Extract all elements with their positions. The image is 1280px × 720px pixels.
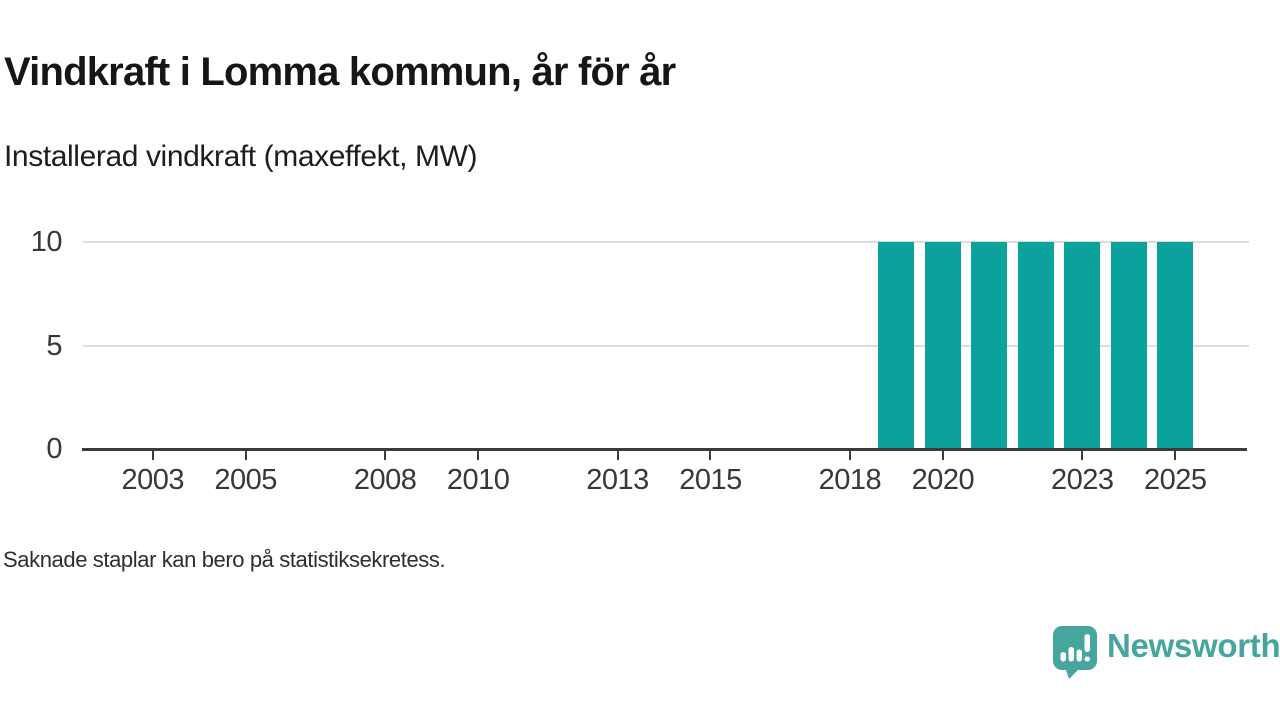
gridline-y5 [83, 344, 1249, 347]
x-axis-label-2015: 2015 [679, 464, 742, 496]
gridline-y10 [83, 241, 1249, 243]
footnote: Saknade staplar kan bero på statistiksek… [3, 547, 446, 572]
newsworthy-logo: Newsworthy [1053, 626, 1280, 682]
bar-2024 [1110, 242, 1147, 450]
x-axis-line [82, 448, 1247, 451]
page-title: Vindkraft i Lomma kommun, år för år [4, 50, 676, 94]
x-tick-2008 [384, 451, 387, 460]
x-axis-label-2025: 2025 [1144, 464, 1207, 496]
x-tick-2018 [848, 451, 851, 460]
x-tick-2005 [244, 451, 247, 460]
bar-2021 [971, 242, 1008, 450]
newsworthy-wordmark: Newsworthy [1107, 627, 1280, 664]
newsworthy-bar-chart-bubble-icon [1053, 626, 1097, 679]
x-tick-2023 [1081, 451, 1084, 460]
x-axis-label-2023: 2023 [1051, 464, 1114, 496]
x-axis-label-2018: 2018 [818, 464, 882, 496]
x-tick-2020 [941, 451, 944, 460]
bar-2022 [1017, 242, 1054, 450]
x-axis-label-2008: 2008 [353, 464, 417, 496]
bar-2020 [924, 242, 961, 450]
x-tick-2015 [709, 451, 712, 460]
y-axis-label-0: 0 [46, 433, 62, 465]
y-axis-label-5: 5 [46, 329, 62, 362]
bar-2025 [1157, 242, 1194, 450]
x-axis-label-2010: 2010 [446, 464, 510, 496]
x-axis-label-2020: 2020 [911, 464, 975, 496]
page-subtitle: Installerad vindkraft (maxeffekt, MW) [4, 140, 478, 173]
bar-2023 [1064, 242, 1101, 450]
bar-2019 [878, 242, 915, 450]
x-tick-2010 [477, 451, 480, 460]
y-axis-label-10: 10 [30, 226, 63, 258]
x-tick-2003 [151, 451, 154, 460]
x-tick-2013 [616, 451, 619, 460]
x-tick-2025 [1174, 451, 1177, 460]
x-axis-label-2013: 2013 [586, 464, 649, 496]
x-axis-label-2003: 2003 [121, 464, 184, 496]
x-axis-label-2005: 2005 [214, 464, 277, 496]
